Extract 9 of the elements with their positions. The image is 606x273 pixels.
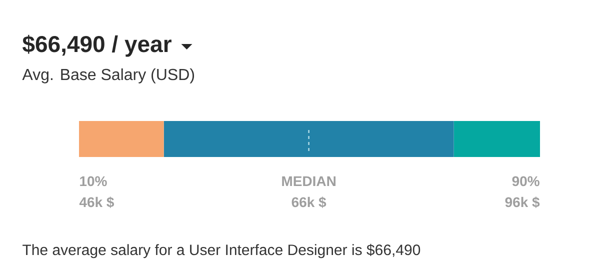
- text: 96k $: [505, 196, 540, 208]
- text: 10%: [80, 176, 107, 186]
- text: 46k $: [79, 196, 114, 208]
- text: 90%: [512, 176, 540, 186]
- chart-subtitle: Avg. Base Salary (USD): [22, 68, 194, 84]
- chart-title: $66,490 / year: [22, 34, 172, 57]
- text: The average salary for a User Interface Designer is $66,490: [22, 244, 420, 258]
- text: MEDIAN: [282, 176, 336, 186]
- text: 66k $: [292, 196, 326, 208]
